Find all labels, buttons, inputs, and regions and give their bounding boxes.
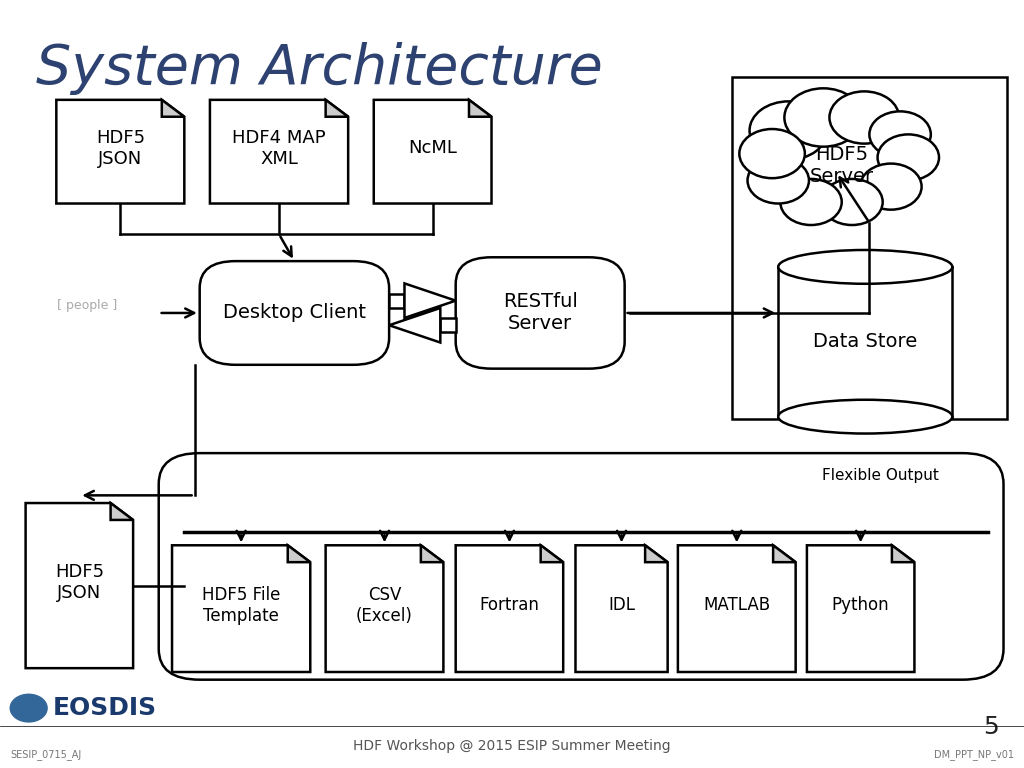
Text: HDF5
Server: HDF5 Server <box>810 144 873 186</box>
Polygon shape <box>111 503 133 520</box>
Polygon shape <box>773 545 796 562</box>
Text: DM_PPT_NP_v01: DM_PPT_NP_v01 <box>934 750 1014 760</box>
Text: Data Store: Data Store <box>813 333 918 351</box>
Text: IDL: IDL <box>608 596 635 614</box>
Polygon shape <box>541 545 563 562</box>
FancyBboxPatch shape <box>159 453 1004 680</box>
Polygon shape <box>575 545 668 672</box>
Polygon shape <box>210 100 348 204</box>
Text: 5: 5 <box>983 715 998 739</box>
Polygon shape <box>56 100 184 204</box>
Polygon shape <box>162 100 184 117</box>
Text: Fortran: Fortran <box>479 596 540 614</box>
Bar <box>732 77 1007 419</box>
Polygon shape <box>469 100 492 117</box>
Circle shape <box>821 179 883 225</box>
Polygon shape <box>326 100 348 117</box>
Polygon shape <box>26 503 133 668</box>
Text: HDF Workshop @ 2015 ESIP Summer Meeting: HDF Workshop @ 2015 ESIP Summer Meeting <box>353 740 671 753</box>
Bar <box>389 293 404 307</box>
Polygon shape <box>892 545 914 562</box>
Text: Desktop Client: Desktop Client <box>223 303 366 323</box>
Circle shape <box>860 164 922 210</box>
Text: EOSDIS: EOSDIS <box>53 696 158 720</box>
Circle shape <box>878 134 939 180</box>
Bar <box>440 318 456 332</box>
Ellipse shape <box>768 121 915 209</box>
Text: Flexible Output: Flexible Output <box>822 468 939 484</box>
Text: System Architecture: System Architecture <box>36 42 602 95</box>
Text: RESTful
Server: RESTful Server <box>503 293 578 333</box>
Polygon shape <box>404 283 456 318</box>
Ellipse shape <box>778 399 952 433</box>
Polygon shape <box>326 545 443 672</box>
Polygon shape <box>374 100 492 204</box>
FancyBboxPatch shape <box>200 261 389 365</box>
Circle shape <box>748 157 809 204</box>
Polygon shape <box>456 545 563 672</box>
Polygon shape <box>807 545 914 672</box>
Text: HDF4 MAP
XML: HDF4 MAP XML <box>232 129 326 167</box>
Text: SESIP_0715_AJ: SESIP_0715_AJ <box>10 750 82 760</box>
Circle shape <box>780 179 842 225</box>
Text: MATLAB: MATLAB <box>703 596 770 614</box>
Circle shape <box>784 88 862 147</box>
Bar <box>778 266 952 416</box>
Circle shape <box>739 129 805 178</box>
Text: Python: Python <box>831 596 890 614</box>
Circle shape <box>869 111 931 157</box>
Circle shape <box>10 694 47 722</box>
Polygon shape <box>421 545 443 562</box>
Text: [ people ]: [ people ] <box>57 299 117 312</box>
Polygon shape <box>678 545 796 672</box>
Text: HDF5
JSON: HDF5 JSON <box>96 129 144 167</box>
Text: HDF5 File
Template: HDF5 File Template <box>202 586 281 624</box>
Text: NcML: NcML <box>409 139 457 157</box>
Ellipse shape <box>778 250 952 283</box>
Polygon shape <box>288 545 310 562</box>
Text: HDF5
JSON: HDF5 JSON <box>55 563 103 601</box>
Circle shape <box>750 101 827 160</box>
Text: CSV
(Excel): CSV (Excel) <box>356 586 413 624</box>
Circle shape <box>829 91 899 144</box>
Polygon shape <box>389 308 440 343</box>
Polygon shape <box>172 545 310 672</box>
FancyBboxPatch shape <box>456 257 625 369</box>
Polygon shape <box>645 545 668 562</box>
